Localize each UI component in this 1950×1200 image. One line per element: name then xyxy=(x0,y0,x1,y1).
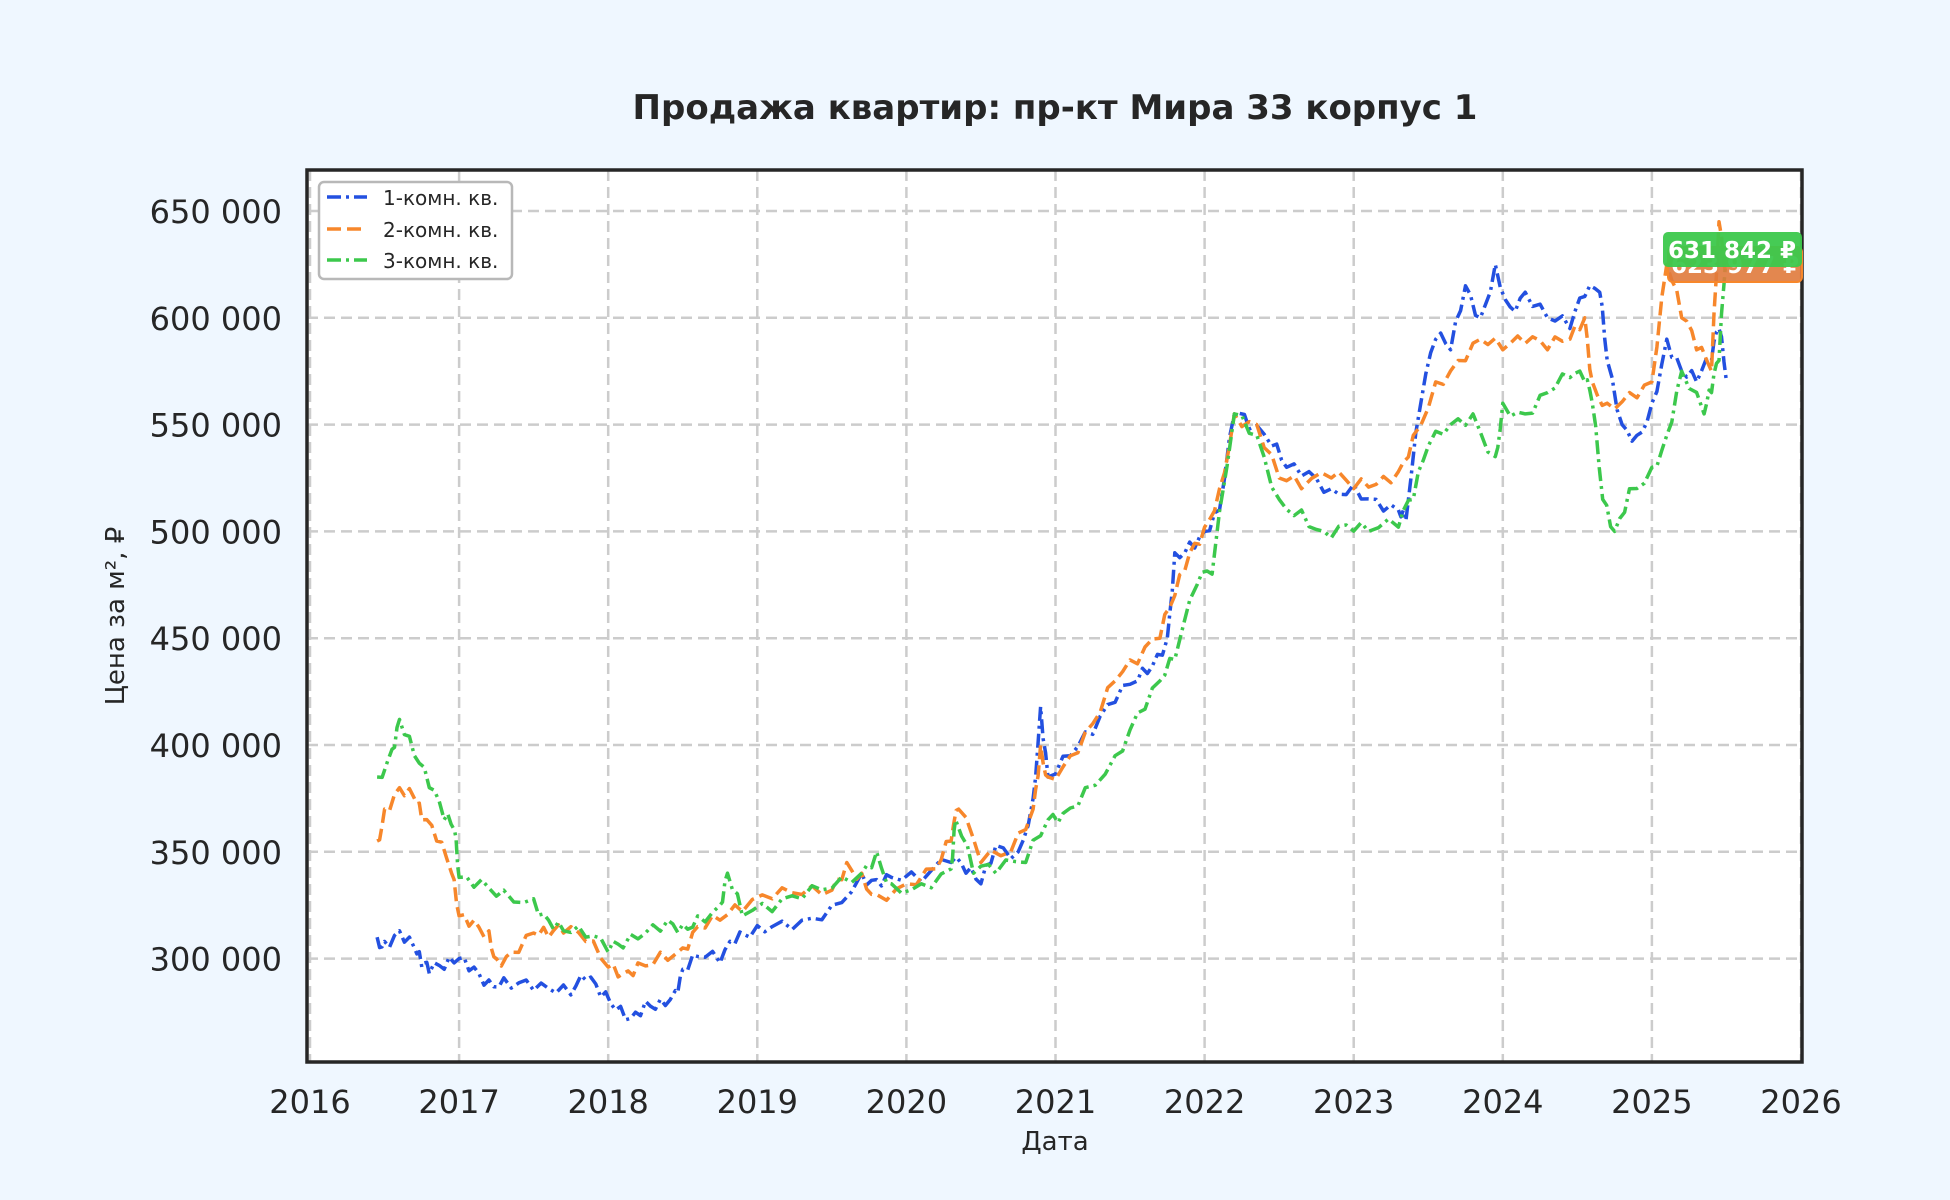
y-tick-label: 600 000 xyxy=(150,300,282,338)
y-axis-ticks: 300 000 350 000 400 000 450 000 500 000 550 0… xyxy=(150,193,282,979)
legend-box xyxy=(317,180,514,281)
grid-lines xyxy=(307,170,1803,1062)
y-tick-label: 300 000 xyxy=(150,941,282,979)
x-tick-label: 2023 xyxy=(1313,1083,1394,1121)
legend-label-2-room: 2-комн. кв. xyxy=(383,218,498,242)
x-tick-label: 2017 xyxy=(418,1083,499,1121)
x-tick-label: 2019 xyxy=(717,1083,798,1121)
x-tick-label: 2016 xyxy=(269,1083,350,1121)
legend-label-1-room: 1-комн. кв. xyxy=(383,186,498,210)
chart-title: Продажа квартир: пр-кт Мира 33 корпус 1 xyxy=(632,88,1478,128)
y-tick-label: 500 000 xyxy=(150,513,282,551)
y-tick-label: 350 000 xyxy=(150,834,282,872)
plot-frame xyxy=(305,168,1804,1064)
legend: 1-комн. кв. 2-комн. кв. 3-комн. кв. xyxy=(317,180,514,281)
badge-text-3-room: 631 842 ₽ xyxy=(1668,238,1796,264)
x-tick-label: 2026 xyxy=(1760,1083,1841,1121)
y-tick-label: 650 000 xyxy=(150,193,282,231)
x-axis-label: Дата xyxy=(1021,1127,1088,1157)
y-axis-label: Цена за м², ₽ xyxy=(101,527,131,706)
x-tick-label: 2021 xyxy=(1015,1083,1096,1121)
last-value-badge-3-room: 631 842 ₽ xyxy=(1663,232,1802,267)
series-lines xyxy=(375,219,1729,1022)
x-axis-ticks: 2016 2017 2018 2019 2020 2021 2022 2023 2024 2025… xyxy=(269,1083,1841,1121)
y-tick-label: 450 000 xyxy=(150,620,282,658)
y-tick-label: 400 000 xyxy=(150,727,282,765)
legend-label-3-room: 3-комн. кв. xyxy=(383,249,498,273)
x-tick-label: 2018 xyxy=(567,1083,648,1121)
x-tick-label: 2022 xyxy=(1164,1083,1245,1121)
x-tick-label: 2020 xyxy=(866,1083,947,1121)
x-tick-label: 2025 xyxy=(1611,1083,1692,1121)
series-line-3-room xyxy=(376,249,1729,954)
x-tick-label: 2024 xyxy=(1462,1083,1543,1121)
y-tick-label: 550 000 xyxy=(150,407,282,445)
